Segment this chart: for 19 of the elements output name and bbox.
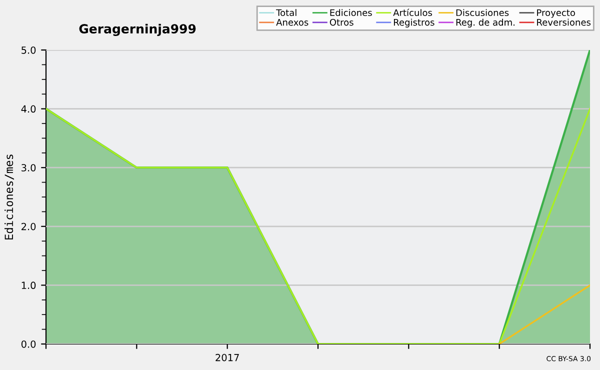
y-tick-label: 4.0 bbox=[21, 105, 36, 113]
y-tick-label: 3.0 bbox=[22, 164, 36, 172]
chart-title: Geragerninja999 bbox=[79, 24, 196, 36]
legend-label: Ediciones bbox=[330, 9, 372, 16]
y-tick-label: 1.0 bbox=[22, 282, 36, 290]
y-axis-title: Ediciones/mes bbox=[4, 154, 14, 240]
y-tick-label: 2.0 bbox=[22, 222, 36, 230]
legend-label: Registros bbox=[394, 18, 434, 28]
y-tick-label: 5.0 bbox=[22, 46, 36, 54]
legend-label: Reg. de adm. bbox=[456, 18, 514, 28]
legend-label: Proyecto bbox=[537, 9, 575, 18]
legend-label: Otros bbox=[330, 18, 354, 26]
legend-label: Total bbox=[276, 9, 296, 16]
y-tick-label: 0.0 bbox=[21, 340, 36, 348]
legend-label: Artículos bbox=[393, 8, 432, 16]
legend-label: Anexos bbox=[276, 18, 308, 26]
legend-label: Reversiones bbox=[537, 18, 591, 26]
legend-label: Discusiones bbox=[456, 9, 509, 16]
x-tick-label: 2017 bbox=[216, 354, 239, 362]
